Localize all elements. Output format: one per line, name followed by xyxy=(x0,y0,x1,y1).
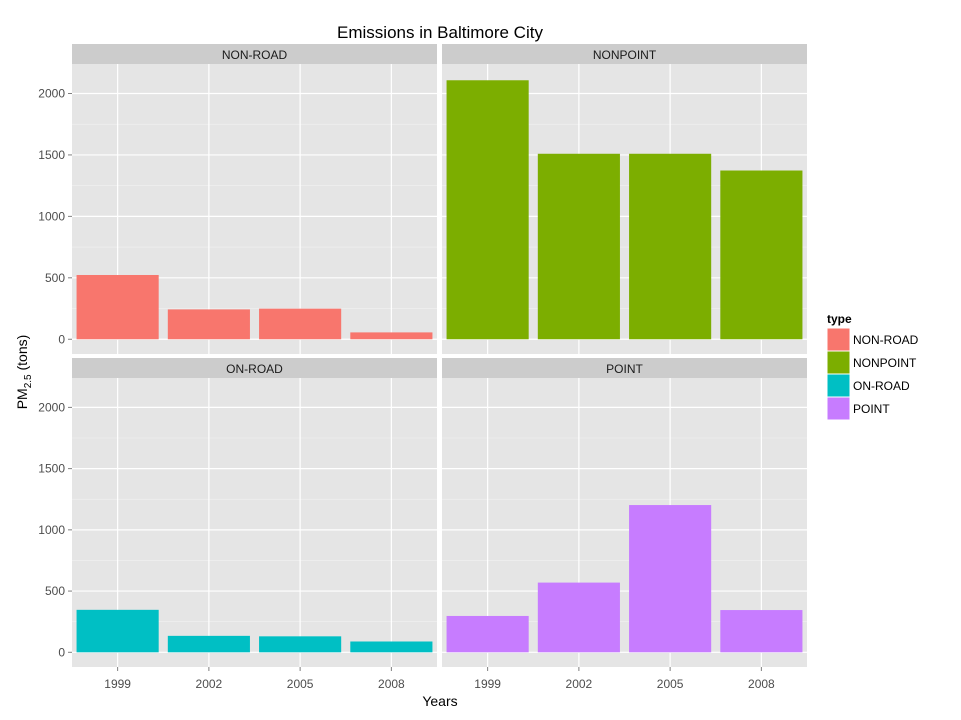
bar-non-road-2002 xyxy=(167,309,250,340)
strip-non-road xyxy=(72,44,437,64)
x-tick-label: 2002 xyxy=(196,677,223,691)
y-tick-labels: 0 500 1000 1500 2000 0 500 1000 1500 2000 xyxy=(38,86,72,659)
bar-non-road-2005 xyxy=(259,308,342,340)
strip-point xyxy=(442,358,807,378)
x-tick-label: 2008 xyxy=(748,677,775,691)
legend-swatch xyxy=(827,374,850,397)
x-axis-title: Years xyxy=(422,693,457,709)
x-tick-label: 2002 xyxy=(566,677,593,691)
bar-point-2008 xyxy=(720,610,803,653)
panel-point: POINT xyxy=(442,358,807,667)
x-tick-label: 1999 xyxy=(474,677,501,691)
x-tick-label: 2005 xyxy=(287,677,314,691)
bar-nonpoint-2002 xyxy=(537,153,620,340)
legend-swatch xyxy=(827,397,850,420)
y-tick-label: 1000 xyxy=(38,209,65,223)
strip-nonpoint xyxy=(442,44,807,64)
legend-label: POINT xyxy=(853,402,890,416)
legend-item-on-road: ON-ROAD xyxy=(826,373,910,398)
y-tick-label: 2000 xyxy=(38,86,65,100)
legend-item-non-road: NON-ROAD xyxy=(826,327,919,352)
legend-label: NONPOINT xyxy=(853,356,917,370)
panel-non-road: NON-ROAD xyxy=(72,44,437,354)
bar-point-2005 xyxy=(629,505,712,653)
bar-nonpoint-2008 xyxy=(720,170,803,340)
chart-title: Emissions in Baltimore City xyxy=(337,23,543,42)
legend-swatch xyxy=(827,351,850,374)
legend-swatch xyxy=(827,328,850,351)
y-tick-label: 0 xyxy=(58,332,65,346)
bar-on-road-2005 xyxy=(259,636,342,653)
strip-on-road xyxy=(72,358,437,378)
bar-nonpoint-1999 xyxy=(446,80,529,340)
legend-item-nonpoint: NONPOINT xyxy=(826,350,917,375)
bar-point-1999 xyxy=(446,615,529,653)
y-tick-label: 1000 xyxy=(38,523,65,537)
strip-label-nonpoint: NONPOINT xyxy=(593,48,657,62)
y-axis-title-subscript: 2.5 xyxy=(23,374,34,388)
legend: type NON-ROAD NONPOINT ON-ROAD POINT xyxy=(826,312,919,421)
x-tick-label: 1999 xyxy=(104,677,131,691)
bar-nonpoint-2005 xyxy=(629,153,712,340)
legend-label: NON-ROAD xyxy=(853,333,919,347)
panel-nonpoint: NONPOINT xyxy=(442,44,807,354)
y-tick-label: 500 xyxy=(45,271,65,285)
y-tick-label: 500 xyxy=(45,584,65,598)
strip-label-point: POINT xyxy=(606,362,643,376)
y-axis-title-main: PM xyxy=(14,388,30,409)
bar-point-2002 xyxy=(537,582,620,653)
bar-on-road-2002 xyxy=(167,635,250,653)
x-tick-label: 2008 xyxy=(378,677,405,691)
y-axis-title: PM2.5 (tons) xyxy=(14,335,34,410)
strip-label-non-road: NON-ROAD xyxy=(222,48,288,62)
bar-non-road-2008 xyxy=(350,332,433,340)
y-tick-label: 0 xyxy=(58,645,65,659)
legend-item-point: POINT xyxy=(826,396,890,421)
y-tick-label: 1500 xyxy=(38,462,65,476)
panels: NON-ROAD NONPOINT ON-ROAD POINT xyxy=(72,44,807,667)
y-axis-title-suffix: (tons) xyxy=(14,335,30,375)
x-tick-label: 2005 xyxy=(657,677,684,691)
legend-label: ON-ROAD xyxy=(853,379,910,393)
legend-title: type xyxy=(827,312,852,326)
x-tick-labels: 1999 2002 2005 2008 1999 2002 2005 2008 xyxy=(104,667,775,691)
bar-on-road-2008 xyxy=(350,641,433,653)
y-tick-label: 1500 xyxy=(38,148,65,162)
bar-non-road-1999 xyxy=(76,274,159,340)
panel-on-road: ON-ROAD xyxy=(72,358,437,667)
strip-label-on-road: ON-ROAD xyxy=(226,362,283,376)
bar-on-road-1999 xyxy=(76,609,159,653)
y-tick-label: 2000 xyxy=(38,400,65,414)
